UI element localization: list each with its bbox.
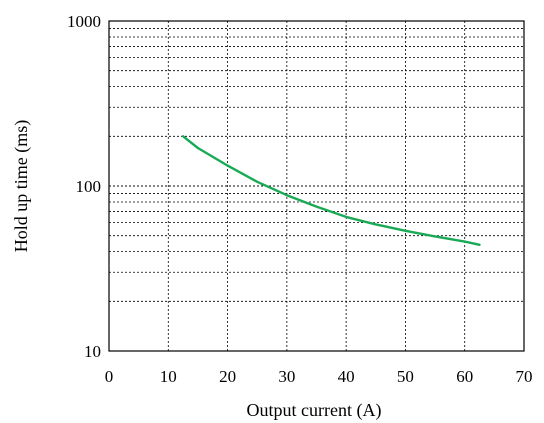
- x-tick-label: 70: [516, 367, 533, 386]
- x-tick-label: 10: [160, 367, 177, 386]
- x-tick-label: 60: [456, 367, 473, 386]
- x-tick-label: 0: [105, 367, 114, 386]
- grid-lines: [108, 20, 525, 352]
- series-layer: [181, 135, 481, 246]
- x-axis-label: Output current (A): [247, 400, 382, 421]
- y-axis-label: Hold up time (ms): [11, 120, 32, 253]
- y-tick-label: 10: [84, 342, 101, 361]
- y-tick-label: 100: [76, 177, 102, 196]
- y-tick-label: 1000: [67, 12, 101, 31]
- x-tick-label: 30: [278, 367, 295, 386]
- plot-frame: [108, 20, 525, 352]
- x-tick-labels: 0 10 20 30 40 50 60 70: [105, 367, 533, 386]
- y-tick-labels: 10 100 1000: [67, 12, 101, 361]
- x-tick-label: 20: [219, 367, 236, 386]
- x-tick-label: 40: [338, 367, 355, 386]
- series-line: [181, 135, 481, 246]
- x-tick-label: 50: [397, 367, 414, 386]
